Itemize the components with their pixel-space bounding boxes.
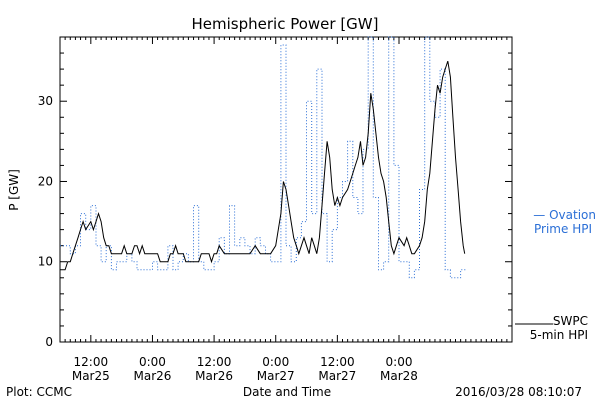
x-tick-label-time: 0:00 [386,355,413,369]
chart-title: Hemispheric Power [GW] [192,15,379,33]
x-tick-label-time: 0:00 [262,355,289,369]
x-tick-label-date: Mar27 [257,369,295,383]
legend-swpc: SWPC 5-min HPI [515,314,588,342]
y-axis-ticks: 0 10 20 30 [38,36,512,349]
x-tick-label-time: 12:00 [197,355,232,369]
y-tick-label: 0 [45,335,53,349]
footer-plot-source: Plot: CCMC [6,385,72,399]
x-tick-label-date: Mar27 [318,369,356,383]
x-tick-label-date: Mar28 [380,369,418,383]
legend-swpc-line1: SWPC [553,314,588,328]
series-layer [60,36,466,279]
legend-swpc-line2: 5-min HPI [530,328,588,342]
x-tick-label-time: 12:00 [74,355,109,369]
y-tick-label: 10 [38,255,53,269]
legend-ovation-line2: Prime HPI [534,222,592,236]
x-tick-label-date: Mar25 [72,369,110,383]
x-tick-label-date: Mar26 [195,369,233,383]
series-swpc-line [60,60,466,271]
x-tick-label-date: Mar26 [133,369,171,383]
x-tick-label-time: 0:00 [139,355,166,369]
legend-ovation-line1: — Ovation [533,208,596,222]
legend-ovation: — Ovation Prime HPI [533,208,596,236]
y-tick-label: 30 [38,94,53,108]
y-axis-label: P [GW] [7,169,21,211]
x-tick-label-time: 12:00 [320,355,355,369]
x-axis-ticks: 12:00Mar250:00Mar2612:00Mar260:00Mar2712… [59,37,513,383]
x-axis-label: Date and Time [243,385,331,399]
y-tick-label: 20 [38,174,53,188]
footer-timestamp: 2016/03/28 08:10:07 [455,385,582,399]
